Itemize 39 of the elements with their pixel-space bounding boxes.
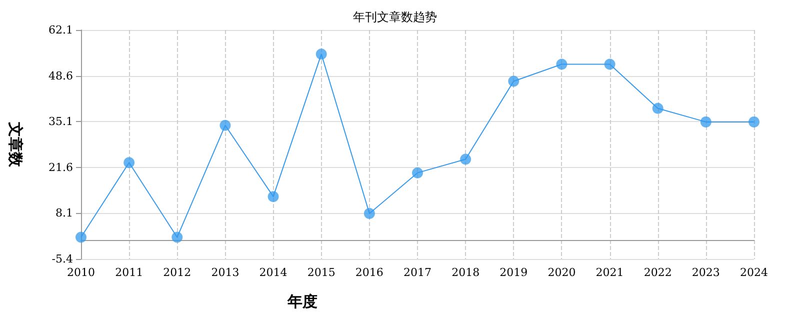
x-tick-label: 2019: [500, 266, 528, 279]
point: [556, 58, 568, 70]
x-tick-label: 2017: [404, 266, 432, 279]
x-tick-label: 2010: [67, 266, 95, 279]
point: [316, 48, 327, 60]
x-tick-label: 2024: [740, 266, 768, 279]
x-tick-label: 2022: [644, 266, 672, 279]
x-tick-label: 2016: [355, 266, 384, 279]
point: [508, 76, 520, 87]
point: [748, 116, 760, 128]
point: [268, 191, 279, 202]
point: [220, 120, 231, 131]
x-tick-label: 2015: [307, 266, 336, 279]
x-tick-label: 2021: [596, 266, 624, 279]
point: [172, 232, 183, 243]
x-tick-label: 2011: [115, 266, 144, 279]
y-tick-label: 35.1: [48, 115, 73, 128]
x-tick-label: 2020: [548, 266, 576, 279]
chart-title: 年刊文章数趋势: [353, 10, 437, 24]
y-tick-label: -5.4: [52, 252, 73, 266]
x-axis-title: 年度: [286, 292, 318, 310]
point: [460, 154, 472, 165]
x-tick-label: 2023: [692, 266, 720, 279]
point: [604, 58, 616, 70]
point: [124, 157, 135, 168]
point: [76, 232, 86, 243]
point: [412, 167, 423, 178]
point: [364, 208, 375, 220]
y-tick-label: 48.6: [48, 69, 73, 82]
x-tick-label: 2013: [211, 266, 240, 279]
y-axis-title: 文章数: [6, 121, 24, 168]
y-tick-label: 8.1: [56, 206, 73, 220]
y-tick-label: 21.6: [48, 160, 73, 174]
point: [652, 102, 664, 114]
point: [700, 116, 712, 128]
x-tick-label: 2018: [452, 266, 480, 279]
x-tick-label: 2012: [163, 266, 192, 279]
y-tick-label: 62.1: [48, 24, 73, 36]
x-tick-label: 2014: [259, 266, 288, 279]
